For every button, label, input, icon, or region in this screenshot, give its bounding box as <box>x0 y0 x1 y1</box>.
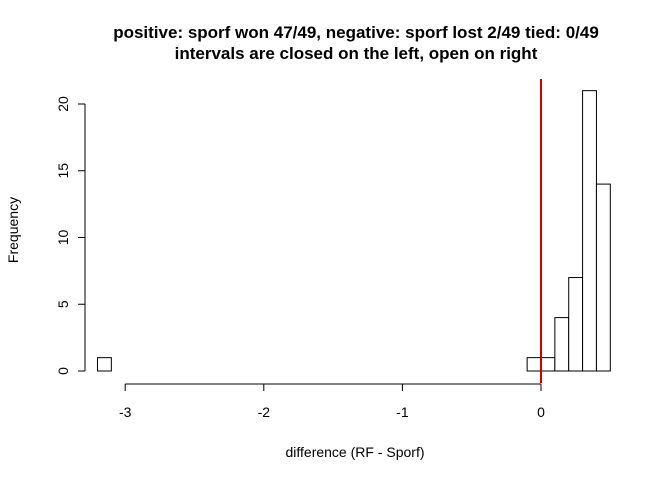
histogram-bar <box>554 317 570 372</box>
chart-subtitle: intervals are closed on the left, open o… <box>175 44 538 63</box>
y-tick-label: 20 <box>55 96 71 112</box>
x-tick-label: -1 <box>396 404 409 420</box>
y-tick-label: 0 <box>55 367 71 375</box>
histogram-bar <box>582 90 597 372</box>
x-tick-label: 0 <box>537 404 545 420</box>
y-tick-label: 5 <box>55 300 71 308</box>
histogram-bar <box>595 183 611 372</box>
y-tick-label: 10 <box>55 230 71 246</box>
histogram-bar <box>96 357 112 372</box>
y-tick-label: 15 <box>55 163 71 179</box>
y-axis: 0 5 10 15 20 <box>55 96 86 375</box>
y-axis-label: Frequency <box>5 197 21 263</box>
x-axis-label: difference (RF - Sporf) <box>285 444 424 460</box>
chart-title: positive: sporf won 47/49, negative: spo… <box>113 23 599 42</box>
x-tick-label: -2 <box>258 404 271 420</box>
histogram-bars <box>96 90 611 372</box>
histogram-bar <box>568 277 584 372</box>
histogram-bar <box>540 357 556 372</box>
x-axis: -3 -2 -1 0 <box>119 383 545 420</box>
x-tick-label: -3 <box>119 404 132 420</box>
histogram-bar <box>526 357 542 372</box>
